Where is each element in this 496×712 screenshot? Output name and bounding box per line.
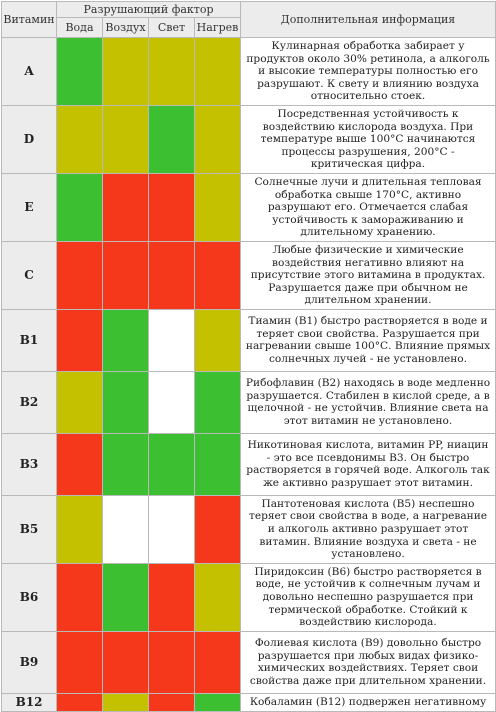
column-header-water: Вода: [56, 17, 103, 38]
factor-cell: [102, 370, 149, 434]
factor-cell: [102, 104, 149, 174]
column-header-air: Воздух: [102, 17, 149, 38]
factor-cell: [193, 37, 242, 106]
factor-cell: [193, 172, 242, 242]
vitamin-name: B6: [1, 562, 57, 632]
factor-cell: [102, 494, 149, 564]
table-row: D Посредственная устойчивость к воздейств…: [1, 104, 496, 174]
table-row: B3 Никотиновая кислота, витамин PP, ниаци…: [1, 432, 496, 496]
factor-cell: [148, 692, 195, 712]
factor-cell: [56, 562, 103, 632]
factor-cell: [193, 308, 242, 372]
factor-cell: [148, 37, 195, 106]
info-cell: Рибофлавин (B2) находясь в воде медленно…: [240, 370, 496, 434]
factor-cell: [193, 692, 242, 712]
factor-cell: [148, 432, 195, 496]
factor-cell: [56, 432, 103, 496]
factor-cell: [193, 240, 242, 310]
table-row: B2 Рибофлавин (B2) находясь в воде медлен…: [1, 370, 496, 434]
info-cell: Солнечные лучи и длительная тепловая обр…: [240, 172, 496, 242]
factor-cell: [56, 104, 103, 174]
vitamin-name: B5: [1, 494, 57, 564]
factor-cell: [148, 308, 195, 372]
table-row: C Любые физические и химические воздейств…: [1, 240, 496, 310]
vitamin-name: B12: [1, 692, 57, 712]
vitamin-name: D: [1, 104, 57, 174]
factor-cell: [148, 240, 195, 310]
info-cell: Любые физические и химические воздействи…: [240, 240, 496, 310]
table-row: B1 Тиамин (B1) быстро растворяется в воде…: [1, 308, 496, 372]
info-cell: Пиридоксин (B6) быстро растворяется в во…: [240, 562, 496, 632]
column-header-heat: Нагрев: [193, 17, 242, 38]
vitamin-name: E: [1, 172, 57, 242]
factor-cell: [102, 432, 149, 496]
factor-cell: [56, 370, 103, 434]
table-row: A Кулинарная обработка забирает у продукт…: [1, 37, 496, 106]
table-row: B12 Кобаламин (B12) подвержен негативному: [1, 692, 496, 712]
factor-cell: [56, 240, 103, 310]
factor-cell: [102, 37, 149, 106]
info-cell: Пантотеновая кислота (B5) неспешно теряе…: [240, 494, 496, 564]
info-cell: Кобаламин (B12) подвержен негативному: [240, 692, 496, 712]
factor-cell: [193, 370, 242, 434]
info-cell: Тиамин (B1) быстро растворяется в воде и…: [240, 308, 496, 372]
factor-cell: [102, 172, 149, 242]
vitamin-name: C: [1, 240, 57, 310]
factor-cell: [148, 172, 195, 242]
factor-cell: [193, 432, 242, 496]
factor-cell: [193, 562, 242, 632]
factor-cell: [148, 370, 195, 434]
factor-cell: [193, 494, 242, 564]
factor-cell: [56, 630, 103, 694]
table-row: B6 Пиридоксин (B6) быстро растворяется в …: [1, 562, 496, 632]
factor-cell: [148, 630, 195, 694]
factor-cell: [102, 630, 149, 694]
vitamin-name: B3: [1, 432, 57, 496]
factor-cell: [102, 308, 149, 372]
factor-cell: [56, 37, 103, 106]
factor-cell: [56, 494, 103, 564]
vitamin-header: Витамин: [1, 1, 57, 38]
factor-cell: [148, 494, 195, 564]
vitamin-name: B2: [1, 370, 57, 434]
factor-cell: [56, 308, 103, 372]
table-row: E Солнечные лучи и длительная тепловая об…: [1, 172, 496, 242]
factor-cell: [102, 240, 149, 310]
info-cell: Кулинарная обработка забирает у продукто…: [240, 37, 496, 106]
table-row: B5 Пантотеновая кислота (B5) неспешно тер…: [1, 494, 496, 564]
factor-cell: [148, 562, 195, 632]
factor-cell: [56, 692, 103, 712]
vitamin-name: B9: [1, 630, 57, 694]
info-cell: Посредственная устойчивость к воздействи…: [240, 104, 496, 174]
info-cell: Фолиевая кислота (B9) довольно быстро ра…: [240, 630, 496, 694]
factor-cell: [148, 104, 195, 174]
table-body: A Кулинарная обработка забирает у продукт…: [1, 37, 496, 712]
factor-cell: [102, 562, 149, 632]
info-cell: Никотиновая кислота, витамин PP, ниацин …: [240, 432, 496, 496]
info-header: Дополнительная информация: [240, 1, 496, 38]
table-row: B9 Фолиевая кислота (B9) довольно быстро …: [1, 630, 496, 694]
factor-cell: [102, 692, 149, 712]
factor-cell: [193, 104, 242, 174]
column-header-light: Свет: [148, 17, 195, 38]
factor-cell: [193, 630, 242, 694]
vitamin-name: B1: [1, 308, 57, 372]
vitamin-name: A: [1, 37, 57, 106]
factor-cell: [56, 172, 103, 242]
factor-header: Разрушающий фактор: [55, 1, 242, 18]
